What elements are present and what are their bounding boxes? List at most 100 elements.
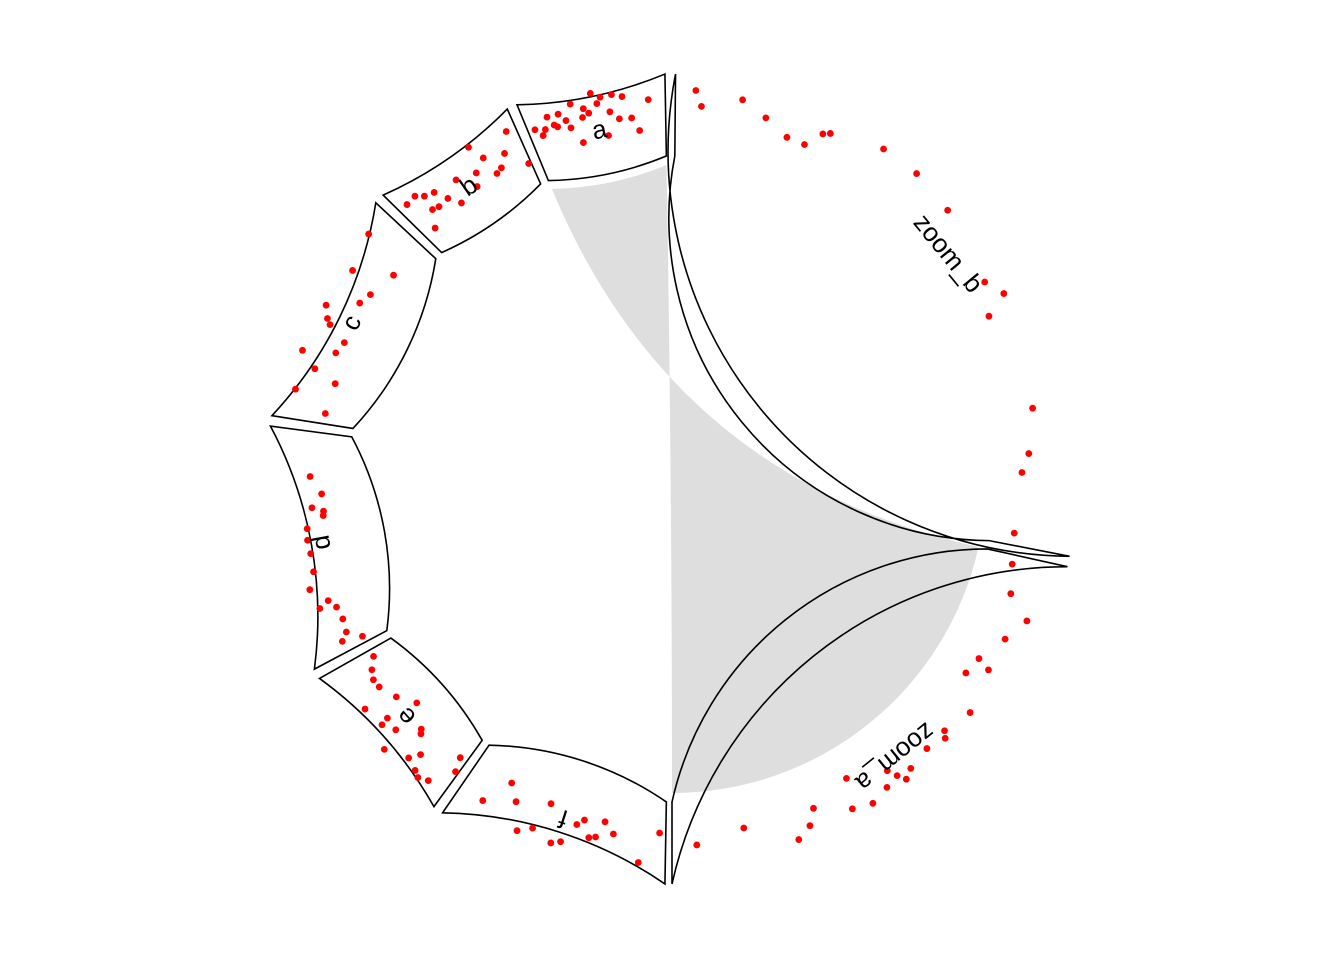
point-b-11 [472, 169, 480, 177]
point-b-2 [411, 192, 419, 200]
point-f-3 [601, 818, 609, 826]
point-zoom_a-1 [1007, 590, 1015, 598]
tracks-layer [269, 72, 1070, 886]
sector-label-d: d [305, 533, 337, 553]
point-e-3 [414, 774, 422, 781]
sector-track-zoom_a [671, 548, 1068, 885]
point-c-12 [349, 267, 356, 274]
point-a-0 [531, 126, 539, 134]
point-zoom_a-19 [810, 804, 817, 812]
point-f-14 [508, 779, 516, 787]
point-zoom_a-15 [883, 783, 891, 791]
point-a-11 [579, 114, 586, 121]
sector-track-b [381, 107, 542, 254]
point-f-6 [581, 816, 588, 824]
point-zoom_b-0 [692, 87, 700, 94]
point-c-14 [365, 230, 373, 238]
point-zoom_b-7 [826, 130, 834, 137]
point-c-6 [340, 339, 348, 347]
point-a-12 [579, 105, 587, 113]
point-e-12 [378, 721, 386, 729]
point-zoom_a-20 [806, 822, 814, 830]
point-a-23 [636, 127, 644, 134]
point-zoom_b-3 [762, 114, 770, 122]
point-f-13 [512, 798, 520, 806]
point-e-16 [375, 683, 383, 691]
point-a-24 [644, 96, 652, 104]
point-zoom_b-2 [739, 96, 747, 104]
point-zoom_a-23 [693, 841, 701, 849]
points-layer [292, 87, 1037, 866]
point-zoom_b-9 [913, 170, 920, 177]
point-e-4 [411, 767, 419, 774]
point-zoom_b-11 [981, 278, 989, 286]
point-f-4 [592, 833, 599, 841]
point-zoom_a-9 [941, 734, 949, 742]
point-a-21 [618, 93, 626, 100]
point-zoom_b-10 [944, 206, 952, 214]
links-layer [551, 165, 979, 793]
point-zoom_a-18 [848, 805, 856, 813]
point-b-4 [421, 192, 428, 200]
point-a-22 [628, 114, 636, 122]
point-zoom_a-2 [1023, 617, 1031, 625]
sector-label-zoom_a: zoom_a [850, 717, 941, 799]
point-zoom_b-12 [1000, 290, 1008, 297]
point-b-6 [430, 189, 438, 196]
point-b-15 [498, 164, 505, 172]
point-zoom_b-6 [819, 130, 827, 138]
point-f-5 [585, 834, 593, 842]
point-a-3 [543, 113, 551, 121]
point-a-19 [608, 91, 615, 98]
point-f-9 [547, 839, 555, 847]
sector-label-c: c [335, 310, 368, 335]
point-f-0 [656, 829, 664, 837]
point-e-5 [417, 751, 424, 759]
point-c-3 [311, 365, 319, 373]
sector-track-zoom_b [667, 73, 1070, 558]
point-zoom_a-16 [869, 799, 877, 807]
sector-label-zoom_b: zoom_b [908, 208, 990, 299]
point-e-17 [370, 676, 377, 684]
point-d-11 [303, 525, 311, 533]
point-c-0 [321, 410, 329, 417]
point-b-14 [493, 170, 501, 177]
point-b-5 [435, 203, 443, 211]
sector-track-c [270, 201, 437, 430]
point-a-13 [585, 109, 593, 117]
point-e-11 [413, 699, 421, 707]
point-c-7 [326, 321, 334, 328]
point-d-1 [338, 638, 346, 645]
point-d-13 [320, 507, 327, 515]
point-a-8 [567, 124, 575, 132]
point-zoom_a-7 [966, 709, 974, 716]
point-f-7 [573, 821, 581, 828]
point-zoom_a-11 [907, 765, 915, 772]
sector-label-a: a [589, 113, 610, 145]
point-zoom_a-17 [843, 775, 850, 782]
point-a-5 [554, 123, 562, 131]
point-a-16 [596, 93, 604, 101]
point-e-1 [456, 754, 464, 762]
point-b-0 [403, 201, 411, 208]
point-zoom_b-14 [1029, 404, 1037, 412]
point-e-14 [392, 693, 400, 701]
point-a-18 [606, 108, 614, 116]
point-zoom_a-22 [740, 824, 748, 832]
link-a-zoom_a [551, 165, 979, 793]
point-a-7 [562, 117, 570, 124]
point-f-12 [513, 827, 521, 835]
sector-track-a [515, 72, 668, 182]
point-a-9 [566, 100, 574, 108]
point-zoom_a-14 [883, 767, 891, 775]
point-zoom_a-21 [795, 836, 803, 843]
point-zoom_a-6 [962, 669, 970, 677]
point-c-1 [292, 385, 299, 393]
point-zoom_a-12 [902, 775, 910, 783]
point-b-12 [465, 143, 472, 151]
point-e-10 [392, 726, 400, 734]
point-c-9 [322, 301, 330, 309]
point-f-15 [479, 797, 487, 804]
point-b-1 [431, 224, 439, 232]
